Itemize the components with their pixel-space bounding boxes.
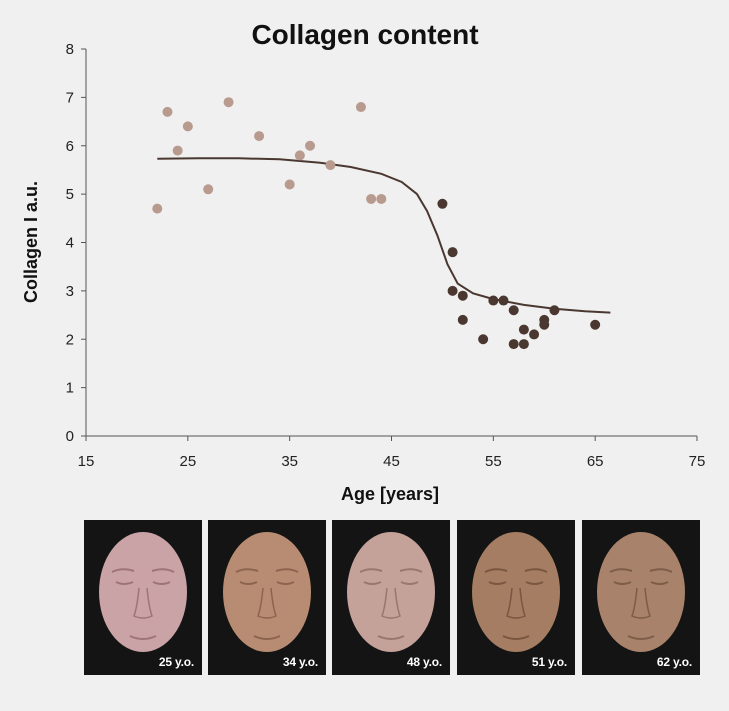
data-point-older <box>590 319 601 330</box>
data-point-older <box>549 305 560 316</box>
data-point-younger <box>305 140 316 151</box>
face-image-icon <box>582 520 700 675</box>
data-point-younger <box>355 102 366 113</box>
data-point-older <box>508 305 519 316</box>
data-point-older <box>457 314 468 325</box>
x-tick-label: 35 <box>281 453 298 470</box>
y-tick-label: 4 <box>66 235 74 252</box>
data-point-younger <box>172 145 183 156</box>
y-tick-label: 3 <box>66 283 74 300</box>
data-point-younger <box>284 179 295 190</box>
data-point-older <box>447 247 458 258</box>
face-photo: 48 y.o. <box>332 520 450 675</box>
face-photo: 51 y.o. <box>457 520 575 675</box>
photo-age-label: 48 y.o. <box>406 655 442 669</box>
data-point-younger <box>182 121 193 132</box>
data-point-older <box>488 295 499 306</box>
y-tick-label: 0 <box>66 428 74 445</box>
y-tick-label: 1 <box>66 380 74 397</box>
data-points <box>152 97 601 350</box>
data-point-younger <box>294 150 305 161</box>
photo-age-label: 51 y.o. <box>531 655 567 669</box>
data-point-younger <box>254 131 265 142</box>
data-point-older <box>539 314 550 325</box>
data-point-older <box>498 295 509 306</box>
y-tick-label: 2 <box>66 331 74 348</box>
face-photo-strip: 25 y.o. 34 y.o. 48 y.o. <box>84 520 704 677</box>
photo-age-label: 25 y.o. <box>158 655 194 669</box>
x-tick-label: 25 <box>179 453 196 470</box>
face-image-icon <box>84 520 202 675</box>
data-point-older <box>508 339 519 350</box>
x-axis-ticks: 15 25 35 45 55 65 75 <box>78 436 706 470</box>
y-axis-label: Collagen I a.u. <box>21 181 41 303</box>
data-point-older <box>518 324 529 335</box>
y-tick-label: 7 <box>66 89 74 106</box>
data-point-younger <box>203 184 214 195</box>
data-point-younger <box>162 106 173 117</box>
y-tick-label: 6 <box>66 138 74 155</box>
data-point-older <box>478 334 489 345</box>
data-point-younger <box>223 97 234 108</box>
face-image-icon <box>208 520 326 675</box>
face-photo: 62 y.o. <box>582 520 700 675</box>
data-point-younger <box>325 160 336 171</box>
x-tick-label: 75 <box>689 453 706 470</box>
data-point-older <box>437 198 448 209</box>
data-point-older <box>529 329 540 340</box>
y-tick-label: 8 <box>66 41 74 58</box>
x-tick-label: 55 <box>485 453 502 470</box>
y-axis-ticks: 0 1 2 3 4 5 6 7 8 <box>66 41 86 445</box>
fit-line <box>157 157 611 314</box>
data-point-younger <box>376 193 387 204</box>
photo-age-label: 34 y.o. <box>282 655 318 669</box>
x-tick-label: 15 <box>78 453 95 470</box>
face-image-icon <box>457 520 575 675</box>
chart-title: Collagen content <box>251 19 478 50</box>
face-photo: 25 y.o. <box>84 520 202 675</box>
photo-age-label: 62 y.o. <box>656 655 692 669</box>
face-image-icon <box>332 520 450 675</box>
data-point-older <box>457 290 468 301</box>
x-tick-label: 45 <box>383 453 400 470</box>
data-point-older <box>518 339 529 350</box>
data-point-younger <box>366 193 377 204</box>
y-tick-label: 5 <box>66 186 74 203</box>
x-tick-label: 65 <box>587 453 604 470</box>
data-point-older <box>447 285 458 296</box>
x-axis-label: Age [years] <box>341 484 439 504</box>
face-photo: 34 y.o. <box>208 520 326 675</box>
data-point-younger <box>152 203 163 214</box>
